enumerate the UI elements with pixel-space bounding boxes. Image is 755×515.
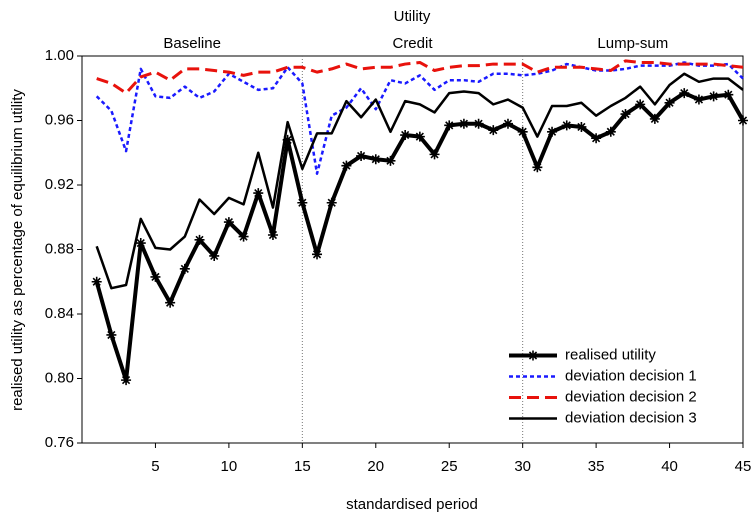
point-marker	[165, 297, 176, 308]
point-marker	[591, 133, 602, 144]
point-marker	[385, 155, 396, 166]
point-marker	[547, 126, 558, 137]
x-tick-label: 20	[367, 458, 384, 475]
x-tick-label: 45	[735, 458, 752, 475]
x-tick-label: 35	[588, 458, 605, 475]
section-label: Credit	[392, 35, 433, 52]
point-marker	[649, 113, 660, 124]
legend-label: deviation decision 3	[565, 409, 697, 426]
point-marker	[444, 120, 455, 131]
point-marker	[356, 150, 367, 161]
point-marker	[341, 160, 352, 171]
point-marker	[223, 217, 234, 228]
point-marker	[532, 162, 543, 173]
point-marker	[576, 121, 587, 132]
point-marker	[502, 118, 513, 129]
point-marker	[370, 154, 381, 165]
y-tick-label: 0.96	[45, 111, 74, 128]
point-marker	[106, 329, 117, 340]
point-marker	[282, 134, 293, 145]
point-marker	[517, 126, 528, 137]
legend-label: deviation decision 1	[565, 367, 697, 384]
point-marker	[179, 263, 190, 274]
point-marker	[693, 94, 704, 105]
y-tick-label: 0.84	[45, 305, 74, 322]
point-marker	[561, 120, 572, 131]
legend-label: deviation decision 2	[565, 388, 697, 405]
point-marker	[620, 109, 631, 120]
point-marker	[473, 118, 484, 129]
point-marker	[267, 229, 278, 240]
point-marker	[723, 89, 734, 100]
point-marker	[664, 97, 675, 108]
y-tick-label: 0.80	[45, 369, 74, 386]
section-label: Lump-sum	[597, 35, 668, 52]
chart-title: Utility	[394, 8, 431, 25]
section-label: Baseline	[163, 35, 221, 52]
point-marker	[238, 231, 249, 242]
plot-frame	[81, 55, 744, 444]
point-marker	[708, 91, 719, 102]
point-marker	[135, 238, 146, 249]
point-marker	[297, 197, 308, 208]
point-marker	[150, 271, 161, 282]
series-line	[95, 61, 744, 175]
series-line	[95, 72, 744, 290]
y-tick-label: 0.76	[45, 434, 74, 451]
point-marker	[326, 197, 337, 208]
point-marker	[738, 115, 748, 126]
point-marker	[429, 149, 440, 160]
point-marker	[312, 249, 323, 260]
point-marker	[605, 126, 616, 137]
y-tick-label: 1.00	[45, 47, 74, 64]
legend-label: realised utility	[565, 346, 656, 363]
point-marker	[458, 118, 469, 129]
point-marker	[635, 99, 646, 110]
y-axis-label: realised utility as percentage of equili…	[9, 89, 26, 411]
point-marker	[194, 234, 205, 245]
y-tick-label: 0.92	[45, 176, 74, 193]
point-marker	[679, 88, 690, 99]
x-tick-label: 5	[151, 458, 159, 475]
point-marker	[91, 276, 102, 287]
point-marker	[400, 130, 411, 141]
y-tick-label: 0.88	[45, 240, 74, 257]
point-marker	[253, 188, 264, 199]
point-marker	[488, 125, 499, 136]
point-marker	[121, 375, 132, 386]
x-tick-label: 15	[294, 458, 311, 475]
x-tick-label: 40	[661, 458, 678, 475]
point-marker	[414, 131, 425, 142]
legend-marker	[528, 350, 538, 361]
x-axis-label: standardised period	[346, 496, 478, 513]
x-tick-label: 10	[221, 458, 238, 475]
x-tick-label: 25	[441, 458, 458, 475]
point-marker	[209, 250, 220, 261]
series-line	[96, 59, 744, 95]
x-tick-label: 30	[514, 458, 531, 475]
